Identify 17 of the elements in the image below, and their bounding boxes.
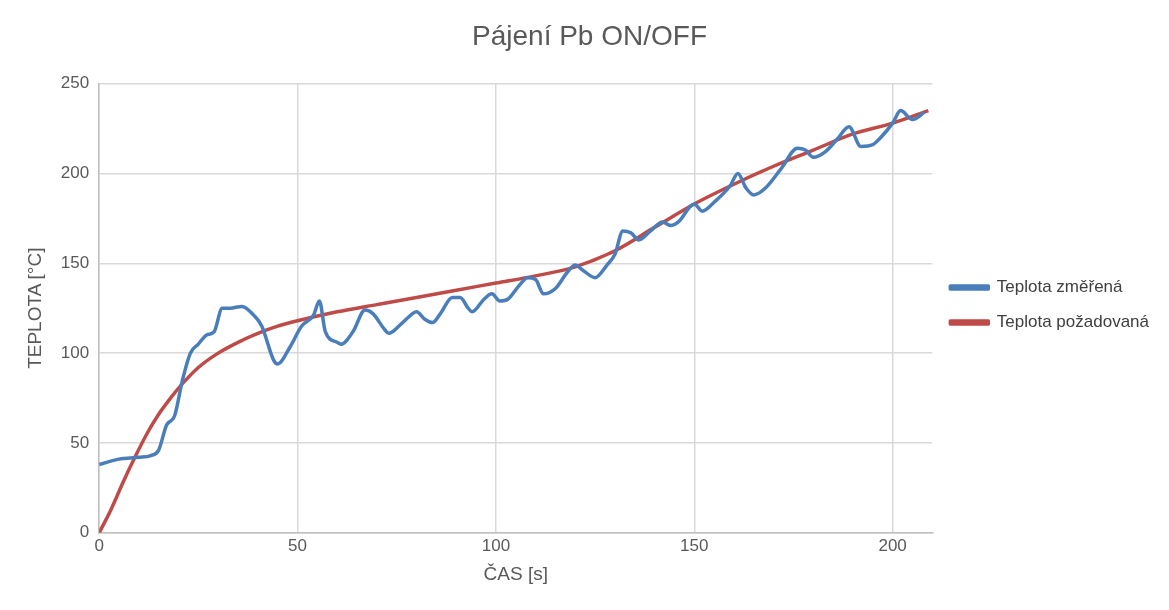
line-series — [99, 108, 927, 467]
y-tick-label: 150 — [60, 252, 90, 272]
y-tick-label: 0 — [79, 522, 90, 542]
x-axis-title: ČAS [s] — [483, 562, 548, 584]
x-tick-label: 100 — [481, 535, 511, 555]
y-tick-label: 200 — [60, 163, 90, 183]
x-tick-label: 0 — [94, 535, 104, 555]
x-tick-label: 200 — [878, 535, 907, 555]
y-tick-label: 100 — [60, 342, 90, 362]
x-tick-label: 150 — [680, 535, 709, 555]
y-tick-label: 50 — [70, 432, 90, 452]
x-tick-label: 50 — [288, 535, 307, 555]
legend-label: Teplota požadovaná — [996, 312, 1150, 332]
y-axis-title: TEPLOTA [°C] — [23, 247, 45, 369]
legend-label: Teplota změřená — [996, 277, 1124, 297]
y-tick-label: 250 — [60, 73, 90, 93]
chart-title: Pájení Pb ON/OFF — [472, 19, 707, 51]
